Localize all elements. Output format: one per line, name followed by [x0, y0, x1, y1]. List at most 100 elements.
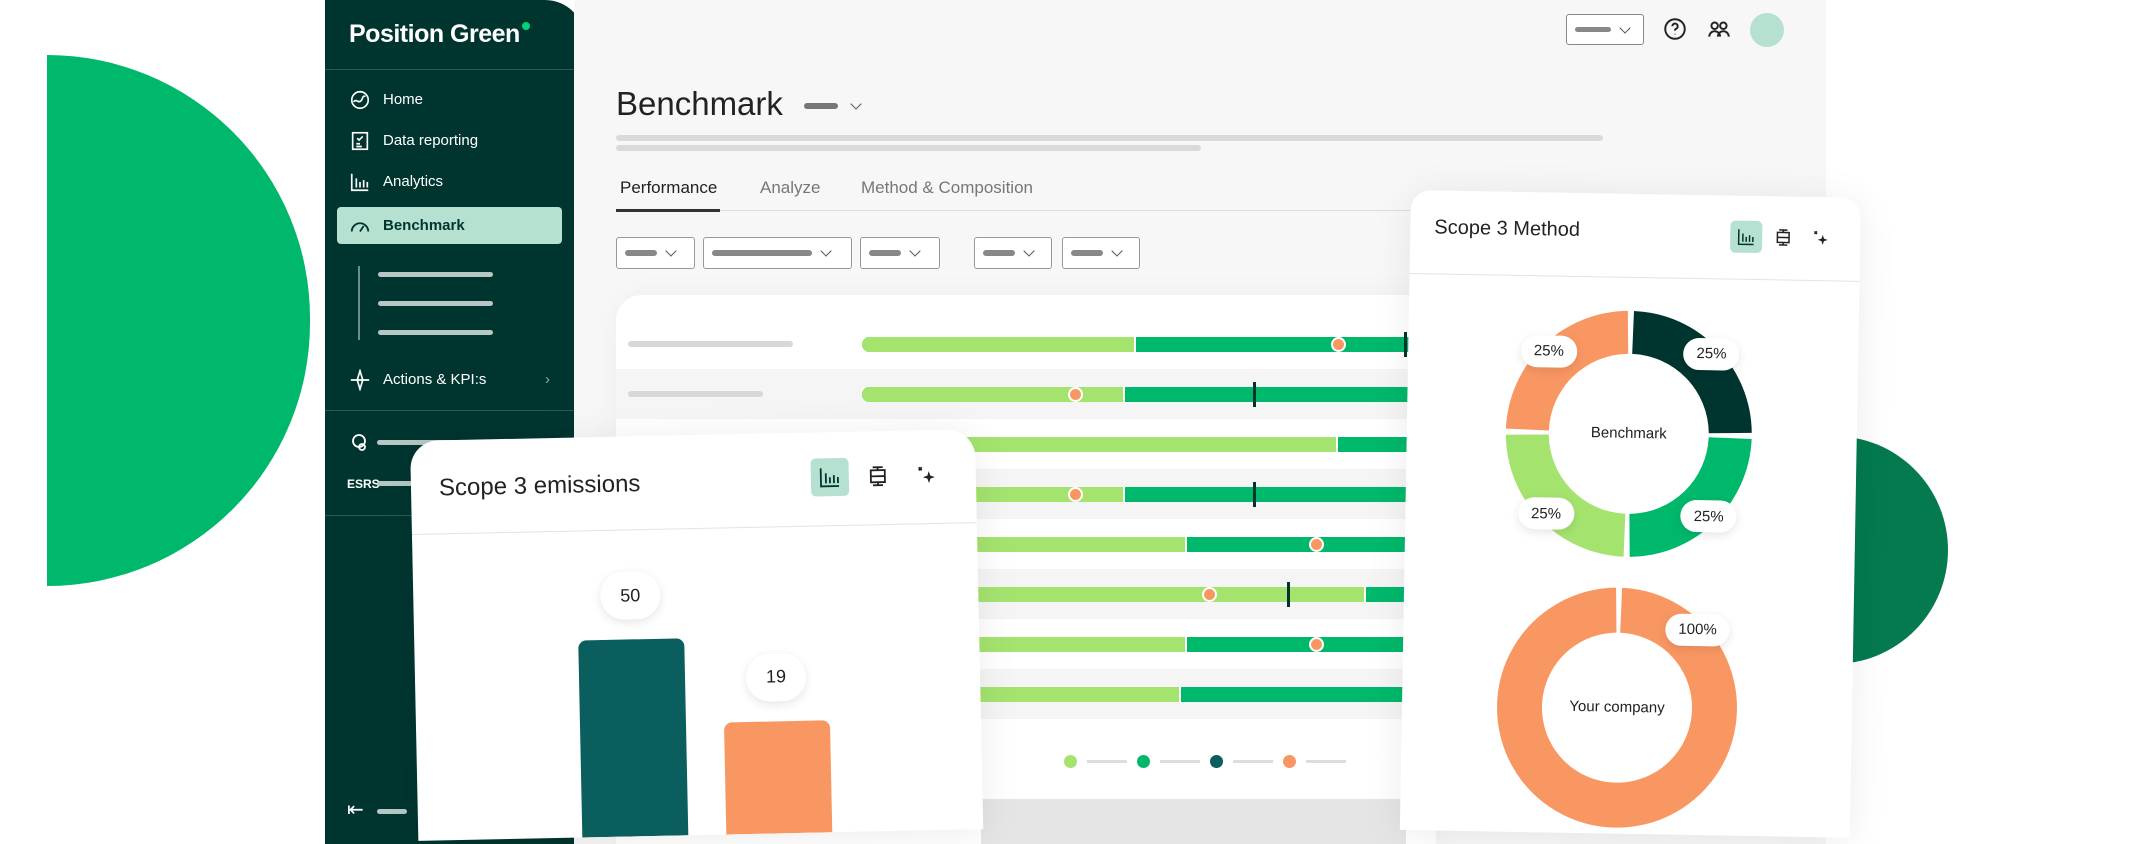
actions-icon: [350, 368, 370, 391]
benchmark-icon: [350, 221, 370, 232]
logo[interactable]: Position Green: [349, 20, 530, 49]
divider: [325, 69, 574, 70]
top-select[interactable]: [1566, 14, 1644, 45]
help-icon[interactable]: [1662, 16, 1688, 42]
slice-label: 25%: [1683, 337, 1740, 371]
legend-label-placeholder: [1306, 760, 1346, 763]
benchmark-marker: [1286, 582, 1290, 607]
bar-segment-light: [862, 337, 1137, 352]
bar-value-label: 50: [599, 570, 661, 621]
sidebar-item-home[interactable]: Home: [337, 81, 562, 118]
logo-dot: [521, 22, 530, 30]
sidebar-item-actions-kpis[interactable]: Actions & KPI:s ›: [337, 361, 562, 398]
bar-segment-light: [862, 387, 1126, 402]
legend-swatch: [1137, 755, 1150, 768]
description-placeholder: [616, 145, 1201, 151]
chevron-down-icon: [1619, 21, 1631, 34]
subnav-item[interactable]: [378, 272, 493, 277]
description-placeholder: [616, 135, 1603, 141]
sidebar-item-label: Analytics: [383, 173, 444, 190]
company-dot: [1067, 487, 1083, 502]
sidebar-item-label: Home: [383, 91, 424, 108]
donut-slice[interactable]: [1495, 586, 1739, 830]
company-dot: [1067, 387, 1083, 402]
chevron-down-icon[interactable]: [850, 98, 862, 110]
avatar[interactable]: [1750, 13, 1784, 47]
title-selector[interactable]: [804, 103, 838, 109]
analytics-icon: [350, 173, 369, 191]
company-dot: [1308, 537, 1324, 552]
donut-slice[interactable]: [1505, 309, 1629, 432]
sidebar-item-data-reporting[interactable]: Data reporting: [337, 122, 562, 159]
subnav-line: [358, 266, 360, 340]
sidebar-placeholder[interactable]: [377, 481, 437, 486]
row-label-placeholder: [628, 341, 793, 347]
bar-segment-light: [862, 437, 1338, 452]
bar-value-label: 19: [745, 652, 807, 702]
donut-slice[interactable]: [1629, 436, 1752, 559]
bar-chart-icon: [1737, 229, 1754, 246]
company-dot: [1308, 637, 1324, 652]
sparkle-icon: [1813, 230, 1828, 245]
tab-method-composition[interactable]: Method & Composition: [861, 178, 1033, 197]
slice-label: 25%: [1680, 500, 1737, 534]
page-title: Benchmark: [616, 85, 783, 122]
users-icon[interactable]: [1706, 16, 1732, 42]
scope3-emissions-card: Scope 3 emissions 50 19: [410, 429, 984, 841]
tab-performance[interactable]: Performance: [620, 178, 718, 197]
tab-analyze[interactable]: Analyze: [760, 178, 821, 197]
filter-dropdown[interactable]: [860, 237, 940, 269]
subnav-item[interactable]: [378, 330, 493, 335]
sidebar-item-benchmark[interactable]: Benchmark: [337, 207, 562, 244]
sparkle-icon: [918, 466, 935, 484]
table-view-button[interactable]: [858, 457, 897, 496]
benchmark-bar: [862, 332, 1422, 357]
legend-label-placeholder: [1160, 760, 1200, 763]
sidebar-item-analytics[interactable]: Analytics: [337, 163, 562, 200]
decorative-green-shape: [47, 55, 310, 586]
benchmark-marker: [1404, 332, 1408, 357]
esrs-label[interactable]: ESRS: [347, 477, 380, 491]
tabs-divider: [616, 210, 1466, 211]
collapse-icon[interactable]: ⇤: [347, 799, 364, 821]
sidebar-item-label: Data reporting: [383, 132, 479, 149]
cloud-icon: [352, 434, 366, 451]
chevron-right-icon: ›: [545, 371, 550, 388]
bar[interactable]: [578, 638, 689, 838]
ai-insights-button[interactable]: [906, 456, 945, 495]
donut-slice[interactable]: [1631, 310, 1754, 434]
ai-insights-button[interactable]: [1804, 222, 1837, 255]
subnav-item[interactable]: [378, 301, 493, 306]
filter-dropdown[interactable]: [974, 237, 1052, 269]
sidebar: Position Green Home Data reporting Analy…: [325, 0, 585, 844]
card-divider: [411, 522, 977, 535]
home-icon: [350, 90, 370, 109]
table-view-button[interactable]: [1767, 221, 1800, 254]
slice-label: 100%: [1665, 613, 1730, 647]
donut-charts: [1495, 309, 1754, 830]
donut-slice[interactable]: [1504, 434, 1627, 557]
scroll-area: [981, 799, 1406, 844]
benchmark-row[interactable]: [616, 319, 1436, 369]
filter-dropdown[interactable]: [616, 237, 695, 269]
divider: [325, 410, 574, 411]
benchmark-row[interactable]: [616, 569, 1436, 619]
legend-label-placeholder: [1087, 760, 1127, 763]
scope3-method-card: Scope 3 Method 25% 25% 25% 25% Benchmark 100%…: [1399, 190, 1861, 838]
bar[interactable]: [723, 720, 833, 835]
row-label-placeholder: [628, 391, 763, 397]
sidebar-item-label: Benchmark: [383, 217, 465, 234]
legend-swatch: [1064, 755, 1077, 768]
slice-label: 25%: [1517, 497, 1575, 531]
company-dot: [1331, 337, 1346, 352]
bar-chart-view-button[interactable]: [1729, 220, 1763, 254]
company-dot: [1202, 587, 1218, 602]
filter-dropdown[interactable]: [1062, 237, 1140, 269]
bar-chart-view-button[interactable]: [810, 457, 850, 497]
benchmark-bar: [862, 582, 1422, 607]
table-icon: [869, 466, 886, 487]
bar-segment-light: [862, 587, 1366, 602]
filter-dropdown[interactable]: [703, 237, 852, 269]
benchmark-row[interactable]: [616, 369, 1436, 419]
legend-swatch: [1210, 755, 1223, 768]
